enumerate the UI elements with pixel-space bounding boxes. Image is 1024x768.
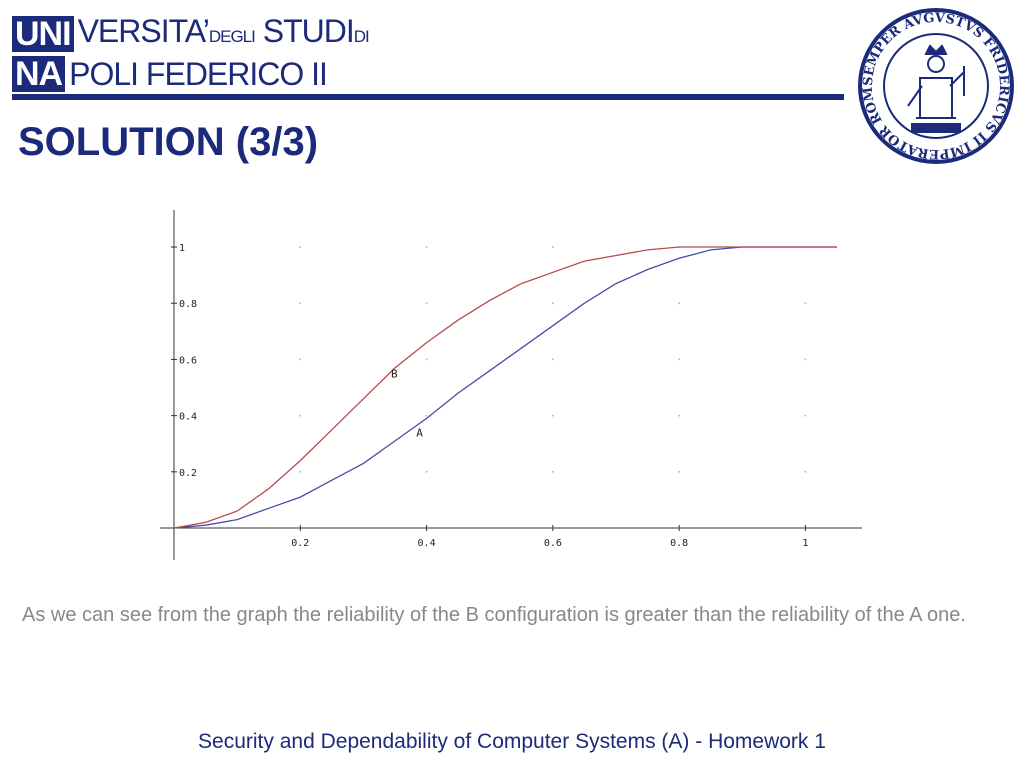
university-logo: UNI VERSITA’DEGLI STUDIDI NA POLI FEDERI… — [12, 12, 382, 92]
grid-point — [678, 358, 681, 361]
grid-point — [678, 470, 681, 473]
logo-di: DI — [353, 27, 370, 46]
y-tick-label: 0.2 — [179, 468, 197, 479]
grid-point — [551, 358, 554, 361]
header-rule — [12, 94, 844, 100]
logo-row-top: UNI VERSITA’DEGLI STUDIDI — [12, 13, 370, 55]
grid-point — [425, 470, 428, 473]
series-label-b: B — [391, 367, 398, 380]
y-tick-label: 0.4 — [179, 412, 197, 423]
grid-point — [804, 358, 807, 361]
grid-point — [551, 302, 554, 305]
x-tick-label: 0.2 — [291, 538, 309, 549]
logo-versita: VERSITA’ — [77, 13, 210, 49]
grid-point — [551, 470, 554, 473]
grid-point — [425, 414, 428, 417]
slide-footer: Security and Dependability of Computer S… — [198, 730, 826, 753]
x-tick-label: 0.4 — [418, 538, 436, 549]
series-line-a — [173, 246, 837, 529]
series-line-b — [173, 246, 837, 529]
reliability-chart: 0.2 0.4 0.6 0.8 1 0.2 0.4 0.6 0.8 1 A B — [160, 210, 862, 560]
series-label-a: A — [416, 426, 423, 439]
grid-point — [299, 470, 302, 473]
grid-point — [425, 302, 428, 305]
grid-point — [299, 246, 302, 249]
y-tick-label: 0.6 — [179, 355, 197, 366]
grid-point — [299, 358, 302, 361]
logo-degli: DEGLI — [208, 27, 256, 46]
x-tick-label: 1 — [802, 538, 808, 549]
grid-point — [299, 414, 302, 417]
x-tick-label: 0.6 — [544, 538, 562, 549]
grid-point — [425, 246, 428, 249]
slide-title: SOLUTION (3/3) — [18, 120, 319, 164]
grid-point — [804, 414, 807, 417]
grid-point — [551, 414, 554, 417]
university-seal-icon: SEMPER AVGVSTVS FRIDERICVS II IMPERATOR … — [856, 6, 1014, 164]
grid-point — [804, 470, 807, 473]
grid-point — [551, 246, 554, 249]
grid-point — [425, 358, 428, 361]
logo-text-versita: VERSITA’DEGLI STUDIDI — [77, 13, 370, 55]
grid-point — [678, 414, 681, 417]
x-tick-label: 0.8 — [670, 538, 688, 549]
logo-box-uni: UNI — [12, 16, 74, 52]
y-tick-label: 0.8 — [179, 299, 197, 310]
grid-point — [299, 302, 302, 305]
slide-caption: As we can see from the graph the reliabi… — [22, 604, 966, 626]
logo-text-polifederico: POLI FEDERICO II — [69, 56, 328, 92]
grid-point — [804, 302, 807, 305]
logo-box-na: NA — [12, 56, 66, 92]
logo-studi: STUDI — [262, 13, 355, 49]
logo-row-bottom: NA POLI FEDERICO II — [12, 56, 328, 92]
grid-point — [678, 302, 681, 305]
y-tick-label: 1 — [179, 243, 185, 254]
